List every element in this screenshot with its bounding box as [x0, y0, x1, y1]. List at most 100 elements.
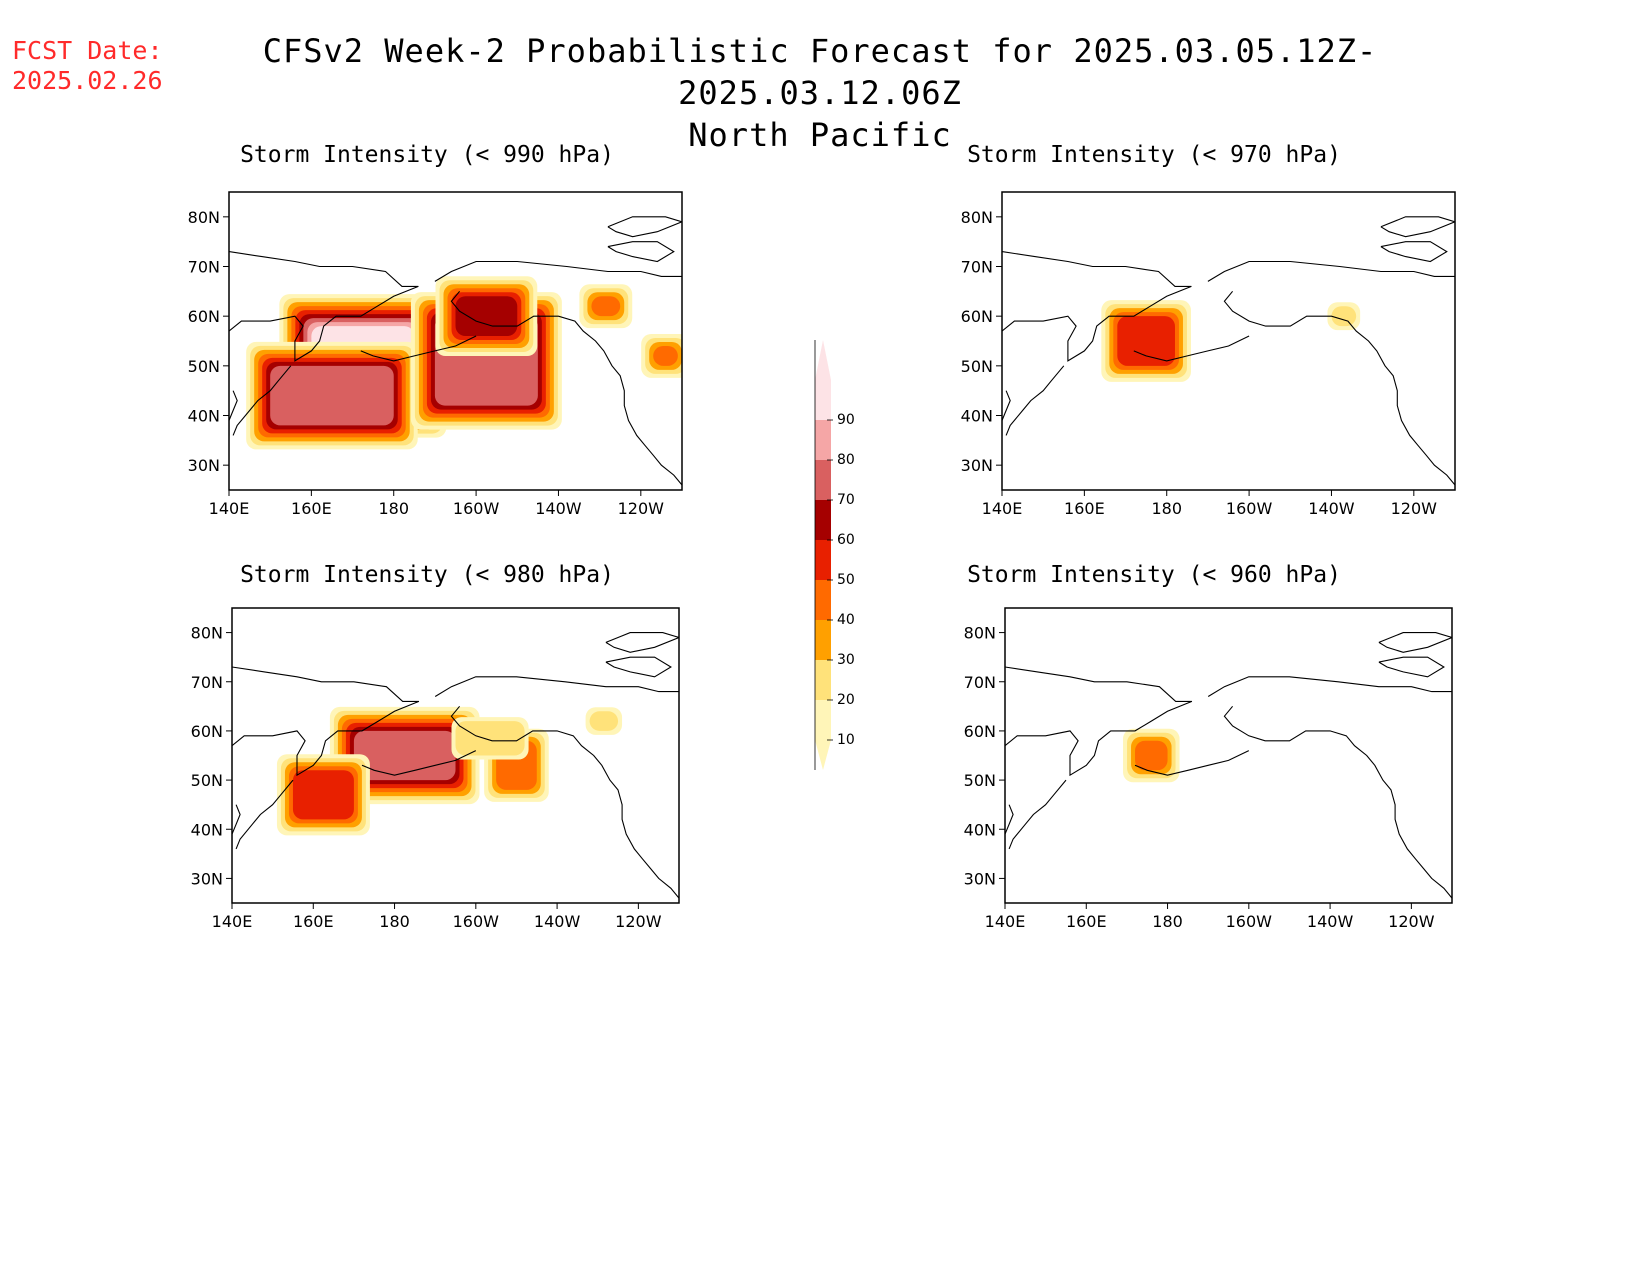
lat-tick-label: 70N — [188, 258, 220, 277]
lat-tick-label: 30N — [961, 456, 993, 475]
lat-tick-label: 30N — [964, 869, 996, 888]
coastlines — [229, 216, 682, 486]
colorbar: 10 20 30 40 50 60 70 80 90 — [814, 340, 855, 770]
colorbar-label: 30 — [837, 652, 855, 668]
coastline-segment — [1002, 390, 1011, 437]
coastline-segment — [607, 216, 682, 238]
lon-tick-label: 140W — [535, 499, 582, 518]
prob-area-50 — [1117, 316, 1175, 366]
coastline-segment — [235, 779, 294, 850]
lat-tick-label: 30N — [191, 869, 223, 888]
lon-tick-label: 180 — [1152, 912, 1183, 931]
lon-tick-label: 160E — [291, 499, 332, 518]
coastline-segment — [1380, 216, 1455, 238]
lat-tick-label: 30N — [188, 456, 220, 475]
lat-tick-label: 70N — [191, 673, 223, 692]
coastline-segment — [605, 656, 672, 678]
lon-tick-label: 140E — [985, 912, 1026, 931]
coastline-segment — [232, 365, 292, 436]
lon-tick-label: 120W — [615, 912, 662, 931]
prob-area-70 — [270, 365, 394, 426]
lat-tick-label: 50N — [961, 357, 993, 376]
lon-tick-label: 140W — [1308, 499, 1355, 518]
lon-tick-label: 160W — [1226, 912, 1273, 931]
colorbar-swatch — [815, 460, 831, 500]
coastline-segment — [1133, 335, 1250, 362]
prob-area-40 — [653, 345, 678, 366]
coastline-segment — [1223, 705, 1452, 899]
prob-area-40 — [591, 296, 621, 317]
coastline-segment — [450, 290, 682, 486]
prob-area-20 — [589, 711, 619, 731]
lat-tick-label: 80N — [964, 624, 996, 643]
coastline-segment — [605, 632, 679, 653]
lon-tick-label: 180 — [378, 499, 409, 518]
colorbar-swatch — [815, 620, 831, 660]
lon-tick-label: 140E — [212, 912, 253, 931]
coastlines — [1002, 216, 1455, 486]
lon-tick-label: 160E — [1066, 912, 1107, 931]
lat-tick-label: 80N — [191, 624, 223, 643]
coastline-segment — [1005, 365, 1065, 436]
map-frame — [1004, 607, 1453, 904]
lon-tick-label: 140W — [1307, 912, 1354, 931]
colorbar-label: 60 — [837, 532, 855, 548]
colorbar-label: 90 — [837, 412, 855, 428]
colorbar-swatch — [815, 420, 831, 460]
lon-tick-label: 140W — [534, 912, 581, 931]
panel-title-990: Storm Intensity (< 990 hPa) — [240, 142, 614, 168]
prob-area-20 — [455, 721, 525, 756]
fcst-date-caption: FCST Date: — [12, 36, 163, 65]
colorbar-swatch — [815, 500, 831, 540]
coastline-segment — [1378, 632, 1452, 653]
prob-area-20 — [1331, 306, 1357, 327]
coastline-segment — [360, 335, 477, 362]
lon-tick-label: 160E — [1064, 499, 1105, 518]
lon-tick-label: 120W — [618, 499, 665, 518]
lat-tick-label: 60N — [191, 722, 223, 741]
lat-tick-label: 40N — [191, 820, 223, 839]
coastline-segment — [1380, 241, 1448, 263]
coastline-segment — [1005, 666, 1193, 777]
map-frame — [231, 607, 680, 904]
lat-tick-label: 70N — [961, 258, 993, 277]
coastline-segment — [361, 750, 477, 776]
map-panel-p960: 80N 70N 60N 50N 40N 30N 140E 160E 180 160W 140W 120… — [964, 607, 1453, 931]
lat-tick-label: 70N — [964, 673, 996, 692]
probability-shading — [1123, 728, 1180, 783]
lat-tick-label: 60N — [961, 307, 993, 326]
lat-tick-label: 50N — [191, 771, 223, 790]
coastline-segment — [1207, 676, 1452, 697]
figure-title: CFSv2 Week-2 Probabilistic Forecast for … — [160, 30, 1480, 156]
colorbar-swatch — [815, 380, 831, 420]
lat-tick-label: 80N — [961, 208, 993, 227]
fcst-date-value: 2025.02.26 — [12, 66, 163, 95]
lat-tick-label: 60N — [188, 307, 220, 326]
map-panel-p990: 80N 70N 60N 50N 40N 30N 140E 160E 180 160W 140W 120… — [188, 191, 683, 518]
lat-tick-label: 50N — [964, 771, 996, 790]
coastline-segment — [1008, 779, 1067, 850]
lat-tick-label: 60N — [964, 722, 996, 741]
probability-shading — [246, 276, 682, 450]
colorbar-swatch — [815, 700, 831, 740]
coastline-segment — [1378, 656, 1445, 678]
lon-tick-label: 160W — [453, 499, 500, 518]
prob-area-50 — [292, 770, 354, 820]
lat-tick-label: 40N — [964, 820, 996, 839]
coastline-segment — [1223, 290, 1455, 486]
colorbar-swatch — [815, 660, 831, 700]
probability-shading — [1101, 300, 1361, 382]
coastline-segment — [607, 241, 675, 263]
colorbar-top-tip — [815, 340, 831, 380]
map-frame — [228, 191, 683, 491]
lat-tick-label: 40N — [961, 407, 993, 426]
lon-tick-label: 140E — [209, 499, 250, 518]
region-subtitle: North Pacific — [688, 116, 952, 154]
coastline-segment — [434, 676, 679, 697]
coastline-segment — [1207, 260, 1455, 282]
coastlines — [232, 632, 679, 899]
lat-tick-label: 80N — [188, 208, 220, 227]
lat-tick-label: 50N — [188, 357, 220, 376]
coastline-segment — [232, 666, 420, 777]
